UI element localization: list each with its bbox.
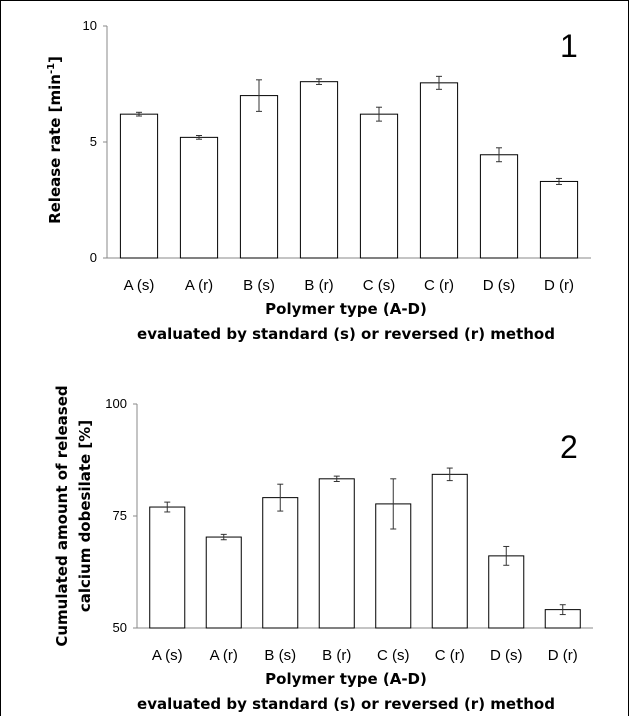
- panel-1-y-tick-label: 10: [83, 18, 97, 33]
- panel-2-category-label: D (r): [548, 647, 578, 664]
- panel-1-y-axis-title-main: Release rate [min: [46, 74, 64, 224]
- panel-2-y-axis-title-line-1: Cumulated amount of released: [53, 385, 71, 646]
- panel-2-category-label: B (s): [264, 647, 296, 664]
- panel-2-bar: [262, 497, 299, 629]
- panel-2-category-label: B (r): [322, 647, 351, 664]
- panel-1-y-tick-label: 0: [90, 250, 97, 265]
- panel-2-bar: [431, 473, 468, 629]
- panel-2-y-tick-label: 50: [113, 620, 127, 635]
- panel-1-y-axis-title-sup: -1: [46, 63, 57, 74]
- panel-1-x-axis-title: Polymer type (A-D): [265, 300, 427, 318]
- panel-1-bar: [239, 95, 279, 259]
- panel-2-x-axis-subtitle: evaluated by standard (s) or reversed (r…: [137, 695, 555, 713]
- panel-1-category-label: D (r): [544, 277, 574, 294]
- panel-1-category-label: C (r): [424, 277, 454, 294]
- panel-1-bar: [299, 81, 339, 259]
- panel-2-x-categories: A (s) A (r) B (s) B (r) C (s) C (r) D (s) D (r): [152, 647, 578, 664]
- panel-1-y-axis-title-end: ]: [46, 56, 64, 63]
- panel-1-x-axis-subtitle: evaluated by standard (s) or reversed (r…: [137, 325, 555, 343]
- panel-2-bar: [149, 506, 186, 629]
- panel-1-bar: [419, 82, 459, 259]
- panel-1-bar: [479, 154, 519, 259]
- chart-panel-1: 0 5 10 A (s) A (r) B (s) B (r) C (s) C (r) D (s)…: [46, 18, 591, 343]
- panel-1-bar: [359, 113, 399, 259]
- panel-1-marks: [106, 26, 591, 259]
- panel-2-y-ticks: 50 75 100: [105, 396, 137, 635]
- chart-panel-2: 50 75 100 A (s) A (r) B (s) B (r) C (s) C (r) D …: [53, 385, 593, 713]
- panel-2-marks: [136, 404, 593, 629]
- panel-2-bar: [488, 555, 525, 629]
- panel-1-y-tick-label: 5: [90, 134, 97, 149]
- panel-1-category-label: B (r): [304, 277, 333, 294]
- panel-2-bar: [205, 536, 242, 629]
- panel-2-x-axis-title: Polymer type (A-D): [265, 670, 427, 688]
- panel-1-x-categories: A (s) A (r) B (s) B (r) C (s) C (r) D (s) D (r): [124, 277, 574, 294]
- panel-1-bar: [539, 180, 579, 259]
- panel-1-bar: [179, 136, 219, 259]
- panel-1-category-label: B (s): [243, 277, 275, 294]
- panel-2-category-label: C (r): [435, 647, 465, 664]
- panel-1-category-label: A (s): [124, 277, 155, 294]
- panel-1-category-label: D (s): [483, 277, 516, 294]
- panel-1-number: 1: [560, 28, 578, 64]
- panel-2-category-label: C (s): [377, 647, 410, 664]
- panel-2-y-axis-title-line-2: calcium dobesilate [%]: [76, 420, 94, 612]
- panel-2-category-label: A (s): [152, 647, 183, 664]
- panel-1-category-label: C (s): [363, 277, 396, 294]
- panel-2-y-tick-label: 100: [105, 396, 127, 411]
- panel-1-category-label: A (r): [185, 277, 213, 294]
- panel-2-category-label: A (r): [210, 647, 238, 664]
- panel-2-y-tick-label: 75: [113, 508, 127, 523]
- panel-2-category-label: D (s): [490, 647, 523, 664]
- panel-1-y-axis-title: Release rate [min-1]: [46, 56, 64, 224]
- panel-1-bar: [119, 113, 159, 259]
- panel-2-bar: [318, 478, 355, 629]
- panel-2-number: 2: [560, 429, 578, 465]
- panel-1-y-ticks: 0 5 10: [83, 18, 107, 265]
